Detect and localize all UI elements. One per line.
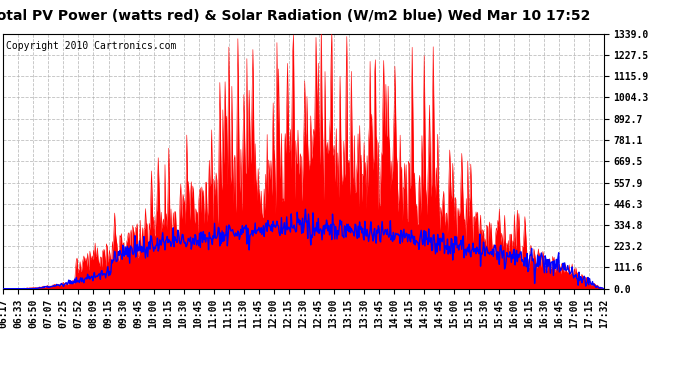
Text: Copyright 2010 Cartronics.com: Copyright 2010 Cartronics.com (6, 41, 177, 51)
Text: Total PV Power (watts red) & Solar Radiation (W/m2 blue) Wed Mar 10 17:52: Total PV Power (watts red) & Solar Radia… (0, 9, 591, 23)
